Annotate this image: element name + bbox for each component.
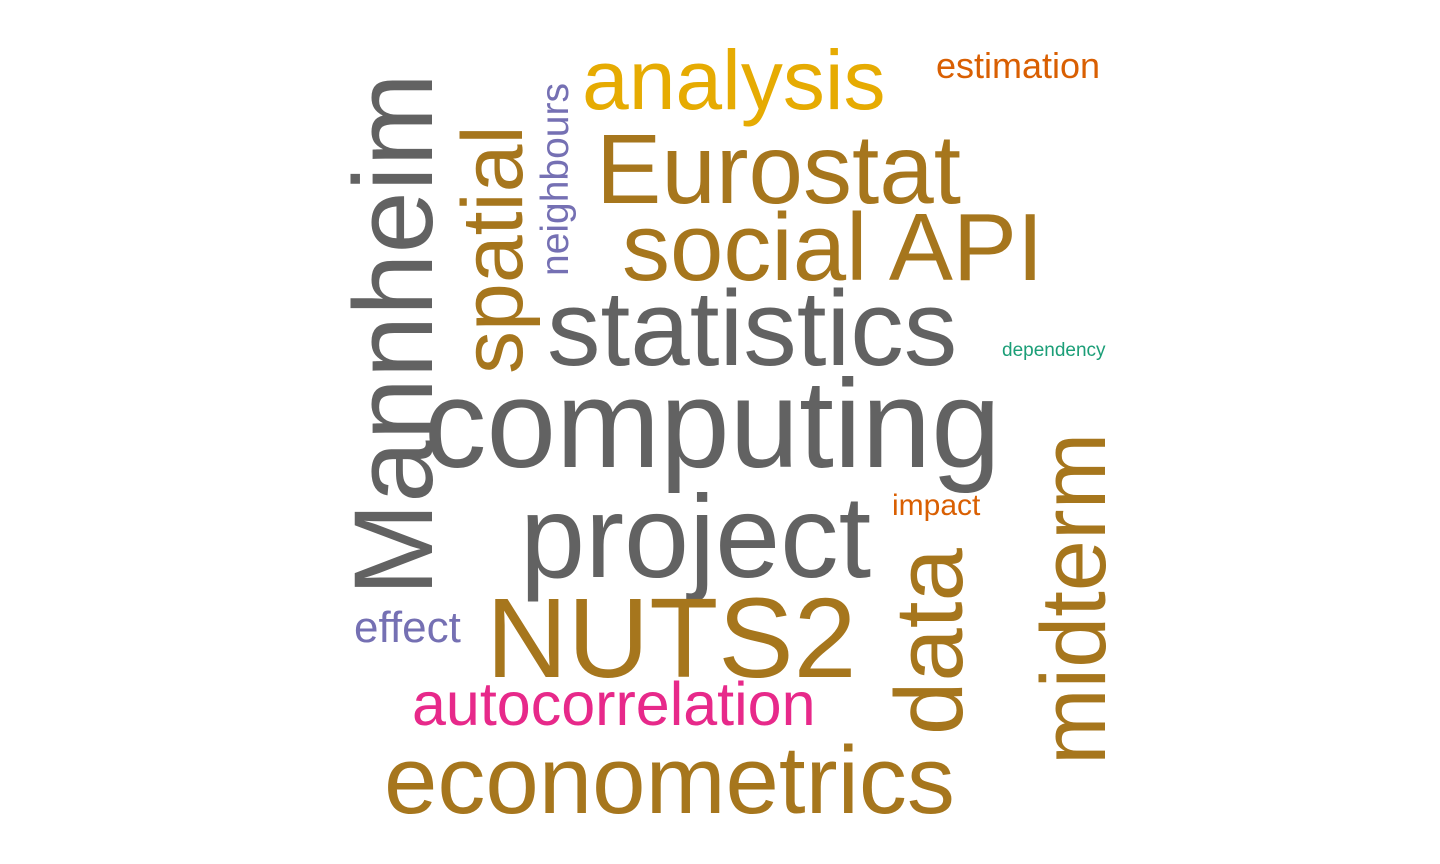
word-project: project <box>520 471 872 602</box>
word-analysis: analysis <box>582 33 886 127</box>
word-dependency: dependency <box>1002 340 1106 361</box>
word-nuts2: NUTS2 <box>486 575 857 701</box>
word-spatial: spatial <box>445 125 541 374</box>
word-impact: impact <box>892 489 981 522</box>
word-statistics: statistics <box>547 268 958 388</box>
word-econometrics: econometrics <box>384 727 955 834</box>
word-computing: computing <box>424 355 1001 494</box>
word-neighbours: neighbours <box>534 83 577 276</box>
word-effect: effect <box>354 603 461 652</box>
word-mannheim: Mannheim <box>331 73 456 596</box>
word-estimation: estimation <box>936 45 1101 86</box>
word-midterm: midterm <box>1023 432 1125 765</box>
word-data: data <box>876 548 983 735</box>
word-social-api: social API <box>622 194 1044 301</box>
word-autocorrelation: autocorrelation <box>412 670 816 738</box>
word-eurostat: Eurostat <box>596 114 961 224</box>
